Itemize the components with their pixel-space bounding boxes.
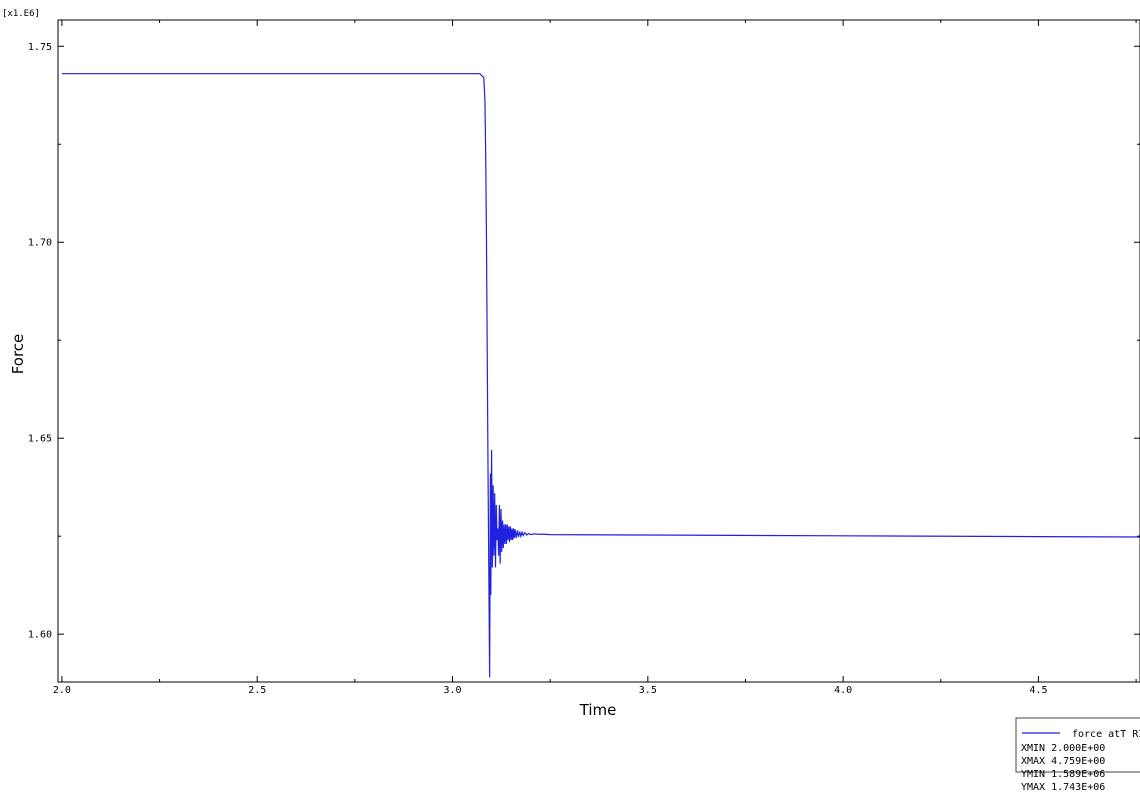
plot-frame: [57, 19, 1140, 683]
legend-xmin: XMIN 2.000E+00: [1021, 743, 1105, 754]
legend-ymin: YMIN 1.589E+06: [1021, 769, 1105, 780]
y-tick-label: 1.75: [28, 42, 52, 53]
series-line-force: [61, 73, 1140, 678]
x-tick-label: 3.0: [443, 685, 461, 696]
x-tick-label: 2.5: [248, 685, 266, 696]
x-axis-title: Time: [579, 701, 617, 719]
legend-xmax: XMAX 4.759E+00: [1021, 756, 1105, 767]
y-tick-label: 1.60: [28, 630, 52, 641]
legend-ymax: YMAX 1.743E+06: [1021, 782, 1105, 793]
y-scale-label: [x1.E6]: [2, 9, 40, 19]
x-tick-label: 2.0: [53, 685, 71, 696]
x-axis-ticks: 2.0 2.5 3.0 3.5 4.0 4.5: [53, 20, 1137, 696]
y-axis-ticks: 1.60 1.65 1.70 1.75: [28, 42, 1140, 641]
series-layer: [61, 73, 1140, 678]
x-tick-label: 3.5: [639, 685, 657, 696]
y-axis-title: Force: [9, 334, 27, 375]
legend-series-label: force atT RIG: [1072, 729, 1140, 740]
x-tick-label: 4.0: [834, 685, 852, 696]
y-tick-label: 1.70: [28, 238, 52, 249]
y-tick-label: 1.65: [28, 434, 52, 445]
x-tick-label: 4.5: [1029, 685, 1047, 696]
legend-frame: [1015, 717, 1140, 773]
legend-box: force atT RIG XMIN 2.000E+00 XMAX 4.759E…: [1015, 717, 1140, 793]
